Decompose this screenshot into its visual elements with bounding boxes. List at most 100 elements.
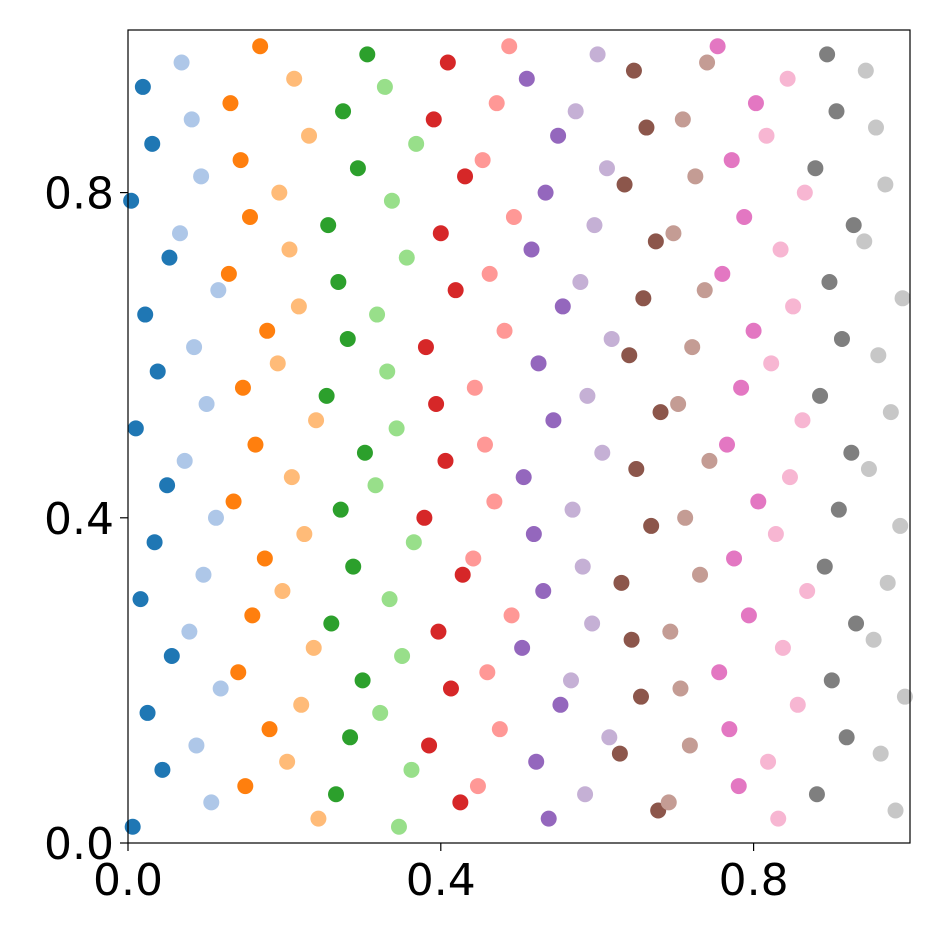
point (390, 818, 407, 835)
point (767, 526, 784, 543)
point (428, 395, 445, 412)
point (779, 70, 796, 87)
point (188, 737, 205, 754)
point (857, 62, 874, 79)
point (146, 534, 163, 551)
point (823, 672, 840, 689)
point (674, 111, 691, 128)
point (613, 574, 630, 591)
point (212, 680, 229, 697)
point (244, 607, 261, 624)
point (594, 444, 611, 461)
point (417, 339, 434, 356)
point (139, 704, 156, 721)
point (563, 672, 580, 689)
point (503, 607, 520, 624)
point (237, 778, 254, 795)
point (293, 696, 310, 713)
point (770, 810, 787, 827)
point (447, 282, 464, 299)
point (123, 192, 140, 209)
point (290, 298, 307, 315)
point (625, 62, 642, 79)
point (183, 111, 200, 128)
point (807, 160, 824, 177)
point (176, 452, 193, 469)
point (696, 282, 713, 299)
point (550, 127, 567, 144)
point (677, 509, 694, 526)
point (403, 761, 420, 778)
point (256, 550, 273, 567)
point (310, 810, 327, 827)
point (425, 111, 442, 128)
point (320, 217, 337, 234)
point (687, 168, 704, 185)
point (574, 558, 591, 575)
point (537, 184, 554, 201)
point (349, 160, 366, 177)
point (601, 729, 618, 746)
point (330, 274, 347, 291)
point (359, 46, 376, 63)
point (505, 208, 522, 225)
point (816, 558, 833, 575)
point (745, 322, 762, 339)
point (172, 225, 189, 242)
point (515, 469, 532, 486)
point (159, 477, 176, 494)
point (635, 290, 652, 307)
point (354, 672, 371, 689)
point (709, 38, 726, 55)
point (589, 46, 606, 63)
point (572, 274, 589, 291)
point (301, 127, 318, 144)
point (230, 664, 247, 681)
point (586, 217, 603, 234)
point (643, 517, 660, 534)
point (785, 298, 802, 315)
point (271, 184, 288, 201)
point (711, 664, 728, 681)
point (323, 615, 340, 632)
point (662, 623, 679, 640)
point (430, 623, 447, 640)
point (137, 306, 154, 323)
point (730, 778, 747, 795)
point (552, 696, 569, 713)
point (439, 54, 456, 71)
point (207, 509, 224, 526)
point (274, 582, 291, 599)
point (457, 168, 474, 185)
point (356, 444, 373, 461)
point (342, 729, 359, 746)
point (345, 558, 362, 575)
point (335, 103, 352, 120)
point (269, 355, 286, 372)
point (721, 721, 738, 738)
point (733, 379, 750, 396)
point (124, 818, 141, 835)
point (210, 282, 227, 299)
point (579, 387, 596, 404)
point (877, 176, 894, 193)
point (234, 379, 251, 396)
point (760, 753, 777, 770)
point (838, 729, 855, 746)
point (530, 355, 547, 372)
point (367, 477, 384, 494)
point (660, 794, 677, 811)
point (305, 639, 322, 656)
point (535, 582, 552, 599)
point (376, 78, 393, 95)
point (220, 265, 237, 282)
point (794, 412, 811, 429)
point (621, 347, 638, 364)
point (545, 412, 562, 429)
point (736, 208, 753, 225)
point (186, 339, 203, 356)
point (388, 420, 405, 437)
point (132, 591, 149, 608)
point (892, 517, 909, 534)
point (774, 639, 791, 656)
